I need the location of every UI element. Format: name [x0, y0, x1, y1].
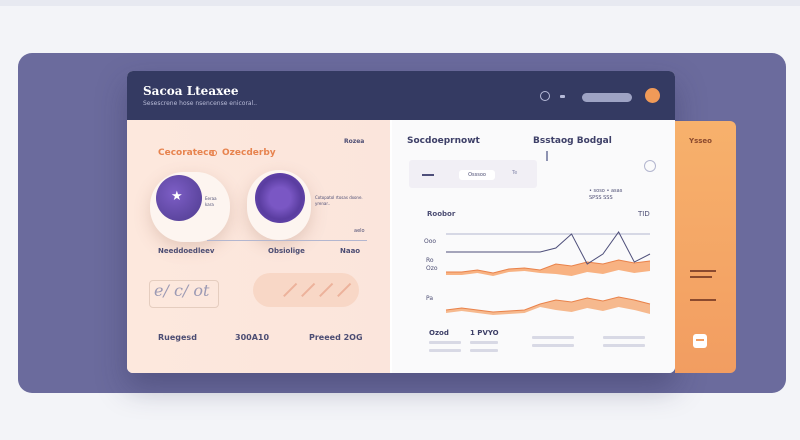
titlebar: Sacoa Lteaxee Sesescrene hose nsencense … — [127, 71, 675, 120]
list-item — [603, 344, 645, 347]
series-line-2 — [445, 296, 651, 313]
area-series-1 — [446, 260, 650, 276]
label-second: Obsiolige — [268, 247, 305, 255]
search-input[interactable] — [582, 93, 632, 102]
app-subtitle: Sesescrene hose nsencense enicoral.. — [143, 100, 258, 107]
list-item — [470, 341, 498, 344]
star-icon: ★ — [171, 189, 183, 204]
corner-label: Rozea — [344, 138, 365, 145]
side-card[interactable]: Ysseo — [675, 121, 736, 373]
side-card-line — [690, 276, 712, 278]
list-item — [603, 336, 645, 339]
y-label-3: Ozo — [426, 265, 438, 272]
right-footer-2: 1 PVYO — [470, 329, 499, 337]
options-icon[interactable] — [644, 160, 656, 172]
footer-label-2: 300A10 — [235, 333, 270, 342]
top-strip — [0, 0, 800, 6]
side-card-label: Ysseo — [689, 137, 712, 145]
search-icon[interactable] — [540, 91, 550, 101]
tab-first[interactable]: Cecorateca — [158, 148, 215, 158]
app-title: Sacoa Lteaxee — [143, 84, 239, 98]
legend-2: SPSS SSS — [589, 195, 613, 201]
legend-1: • soso • asas — [589, 188, 623, 194]
arrow-pill[interactable] — [253, 273, 359, 307]
divider — [207, 240, 367, 241]
area-chart — [445, 231, 651, 315]
list-item — [429, 349, 461, 352]
right-title-1: Socdoeprnowt — [407, 136, 480, 146]
left-panel: Cecorateca Ozecderby Rozea ★ Eeraa kara … — [127, 120, 390, 373]
list-item — [429, 341, 461, 344]
avatar-orb-a — [156, 175, 202, 221]
list-item — [532, 336, 574, 339]
chevron-icon — [337, 282, 351, 297]
label-third: Naao — [340, 247, 361, 255]
y-label-1: Ooo — [424, 238, 437, 245]
series-line-1 — [446, 259, 651, 274]
side-card-line — [690, 299, 716, 301]
footer-label-1: Ruegesd — [158, 333, 197, 342]
right-title-2: Bsstaog Bodgal — [533, 136, 612, 146]
chevron-icon — [319, 282, 333, 297]
filter-tick: Te — [512, 170, 518, 176]
link-icon — [209, 150, 217, 156]
footer-label-3: Preeed 2OG — [309, 333, 363, 342]
chevron-icon — [301, 282, 315, 297]
card-a-text: Eeraa kara — [205, 196, 217, 207]
app-window: Sacoa Lteaxee Sesescrene hose nsencense … — [127, 71, 675, 373]
tab-second[interactable]: Ozecderby — [222, 148, 276, 158]
chart-title: Roobor — [427, 210, 456, 218]
y-label-4: Pa — [426, 295, 434, 302]
chart-title-right: TID — [638, 210, 650, 218]
pin-icon — [546, 151, 548, 161]
label-first: Needdoedleev — [158, 247, 215, 255]
area-series-2 — [446, 297, 650, 315]
minus-icon — [696, 339, 704, 341]
avatar[interactable] — [645, 88, 660, 103]
avatar-orb-b — [255, 173, 305, 223]
signature-text: e/ c/ ot — [154, 281, 210, 300]
trend-line — [446, 231, 651, 265]
menu-icon[interactable] — [560, 95, 565, 98]
chevron-icon — [283, 282, 297, 297]
y-label-2: Ro — [426, 257, 434, 264]
right-footer-1: Ozod — [429, 329, 449, 337]
side-card-button[interactable] — [693, 334, 707, 348]
filter-tab[interactable]: Osssoo — [459, 170, 495, 180]
small-label: aelo — [354, 228, 365, 234]
right-panel: Socdoeprnowt Bsstaog Bodgal Osssoo Te • … — [392, 120, 675, 373]
list-item — [470, 349, 498, 352]
signature-box[interactable] — [149, 280, 219, 308]
filter-indicator — [422, 174, 434, 176]
card-b-text: Cotopatol rtosas dxone. yrenar.. — [315, 195, 363, 206]
side-card-line — [690, 270, 716, 272]
list-item — [532, 344, 574, 347]
